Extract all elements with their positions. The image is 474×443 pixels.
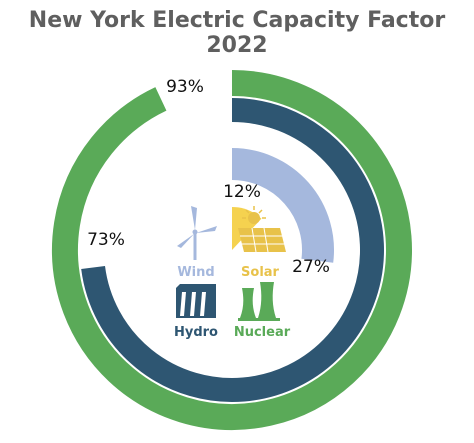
value-label-nuclear: 93% — [166, 77, 204, 97]
ring-hydro — [81, 98, 384, 402]
legend-label-hydro: Hydro — [174, 325, 218, 340]
value-label-hydro: 73% — [87, 230, 125, 250]
chart-title: New York Electric Capacity Factor 2022 — [28, 8, 446, 58]
value-label-solar: 12% — [223, 182, 261, 202]
ring-wind — [231, 148, 334, 263]
legend-label-solar: Solar — [241, 265, 280, 280]
hydro-dam-icon — [176, 284, 216, 318]
legend-label-wind: Wind — [177, 265, 214, 280]
nuclear-cooling-towers-icon — [238, 282, 280, 321]
ring-nuclear — [52, 70, 412, 430]
legend-label-nuclear: Nuclear — [234, 325, 291, 340]
solar-panel-icon — [238, 206, 286, 253]
wind-turbine-icon — [177, 206, 217, 260]
value-label-wind: 27% — [292, 257, 330, 277]
